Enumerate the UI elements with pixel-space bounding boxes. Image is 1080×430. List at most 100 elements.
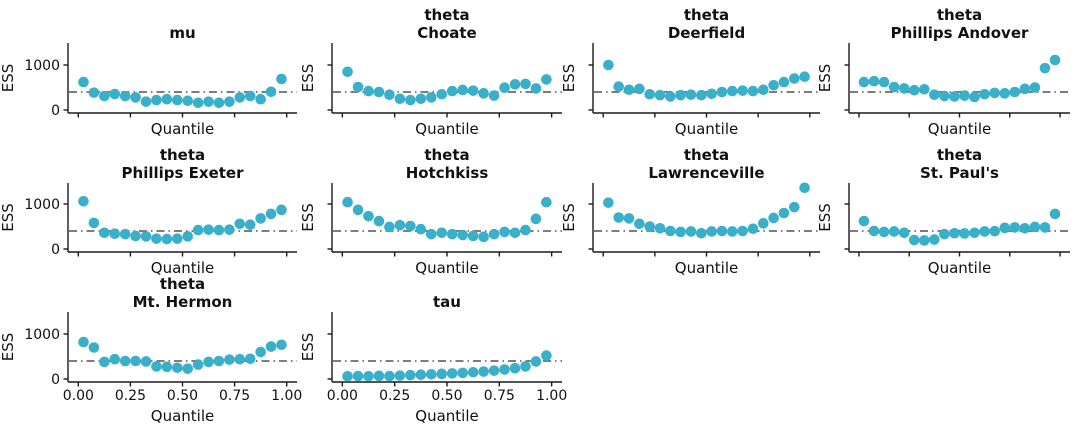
x-tick-label: 0.75 (484, 388, 515, 404)
scatter-point (151, 94, 162, 106)
y-tick-label: 0 (51, 372, 60, 388)
scatter-point (109, 353, 121, 365)
scatter-point (276, 204, 287, 216)
y-axis-label-ess: ESS (816, 203, 834, 232)
subplot-title-line2: Choate (417, 24, 476, 42)
scatter-point (509, 79, 521, 90)
x-tick-label: 0.25 (115, 388, 146, 404)
scatter-point (675, 226, 686, 238)
scatter-point (654, 223, 666, 234)
scatter-point (426, 92, 437, 103)
scatter-point (858, 76, 870, 88)
scatter-point (394, 370, 406, 381)
scatter-point (706, 226, 717, 237)
y-axis-label-ess: ESS (299, 203, 317, 232)
scatter-point (192, 224, 204, 236)
scatter-point (858, 215, 870, 227)
scatter-point (969, 91, 980, 103)
scatter-point (939, 90, 950, 102)
scatter-point (99, 356, 110, 368)
scatter-point (342, 66, 353, 78)
scatter-point (878, 76, 890, 88)
scatter-point (405, 220, 416, 232)
subplot-title-line2: St. Paul's (920, 164, 999, 182)
scatter-point (234, 218, 246, 230)
scatter-point (509, 227, 521, 239)
scatter-point (161, 361, 173, 373)
x-axis-label-quantile: Quantile (151, 259, 214, 277)
scatter-point (203, 96, 214, 107)
scatter-point (203, 356, 214, 368)
scatter-point (234, 353, 246, 365)
scatter-point (888, 81, 900, 93)
scatter-point (1009, 86, 1021, 98)
scatter-point (499, 226, 510, 238)
scatter-point (384, 89, 395, 100)
subplot-title: mu (169, 24, 195, 42)
scatter-point (140, 96, 152, 107)
x-tick-label: 0.25 (379, 388, 410, 404)
scatter-point (446, 228, 458, 240)
subplot-title-line1: theta (160, 146, 205, 164)
scatter-point (342, 196, 353, 208)
scatter-point (1029, 82, 1041, 93)
scatter-point (696, 227, 707, 239)
scatter-point (488, 90, 500, 101)
scatter-point (363, 371, 374, 382)
scatter-point (949, 227, 960, 239)
scatter-point (1039, 62, 1051, 74)
scatter-point (436, 88, 448, 100)
scatter-point (929, 89, 940, 100)
scatter-point (706, 88, 717, 100)
scatter-point (78, 336, 89, 348)
scatter-point (979, 88, 990, 100)
y-axis-label-ess: ESS (816, 64, 834, 93)
scatter-point (109, 88, 121, 100)
scatter-point (758, 84, 769, 96)
scatter-point (467, 366, 479, 378)
scatter-point (171, 94, 183, 106)
scatter-point (788, 73, 800, 84)
subplot-title-line2: Lawrenceville (648, 164, 764, 182)
x-axis-label-quantile: Quantile (928, 259, 991, 277)
subplot-title-line1: theta (684, 146, 729, 164)
scatter-point (151, 361, 162, 372)
scatter-point (603, 197, 614, 208)
scatter-point (634, 83, 645, 95)
scatter-point (716, 86, 728, 98)
scatter-point (373, 215, 385, 227)
scatter-point (119, 355, 131, 367)
scatter-point (255, 93, 266, 105)
scatter-point (457, 229, 468, 241)
scatter-point (467, 85, 479, 96)
scatter-point (352, 204, 364, 216)
scatter-point (203, 224, 214, 235)
x-axis-label-quantile: Quantile (415, 259, 478, 277)
scatter-point (342, 371, 353, 382)
scatter-point (623, 213, 635, 224)
scatter-point (234, 92, 246, 103)
scatter-point (908, 84, 920, 96)
subplot-title-line1: theta (937, 6, 982, 24)
x-axis-label-quantile: Quantile (415, 407, 478, 425)
scatter-point (99, 90, 110, 102)
scatter-point (140, 231, 152, 242)
scatter-point (1009, 222, 1021, 233)
scatter-point (665, 91, 676, 102)
scatter-point (213, 97, 225, 109)
scatter-point (405, 94, 416, 106)
subplot-title-line1: theta (684, 6, 729, 24)
scatter-point (88, 342, 100, 353)
scatter-point (394, 93, 406, 105)
scatter-point (426, 368, 437, 380)
scatter-point (78, 76, 89, 88)
subplot-tau: tau 0.00 0.25 0.50 0.75 1.00 ESS Quantile (299, 293, 567, 425)
scatter-point (151, 233, 162, 244)
subplot-title-line2: Mt. Hermon (133, 293, 233, 311)
